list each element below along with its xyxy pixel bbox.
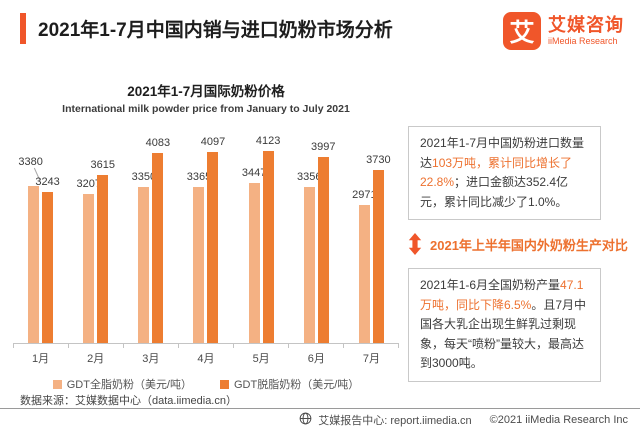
callout-text: 2021年上半年国内外奶粉生产对比 (430, 237, 628, 253)
bar-value-label: 3615 (90, 158, 115, 171)
axis-tick (343, 344, 344, 348)
text-segment: 2021年1-6月全国奶粉产量 (420, 278, 561, 293)
bar-group-1月: 3380 3243 (13, 156, 68, 343)
bar-whole-milk-2月: 3207 (76, 178, 101, 343)
bar-group-6月: 3356 3997 (289, 141, 344, 343)
globe-icon (299, 412, 312, 427)
axis-tick (398, 344, 399, 348)
bar-value-label: 4123 (255, 135, 281, 148)
bar-skim-milk-7月: 3730 (366, 154, 391, 343)
footer-right: 艾媒报告中心: report.iimedia.cn ©2021 iiMedia … (299, 412, 628, 427)
axis-ticks (13, 344, 399, 348)
bar-value-label: 3447 (241, 166, 267, 179)
bar-group-3月: 3350 4083 (123, 137, 178, 343)
bar-value-label: 2971 (352, 188, 377, 201)
bar-skim-milk-5月: 4123 (256, 135, 280, 343)
bar-whole-milk-1月: 3380 (18, 156, 43, 343)
logo-text: 艾媒咨询 iiMedia Research (548, 15, 624, 46)
text-segment: 103万吨，累计同比增长了22.8% (420, 155, 573, 190)
text-segment: 47.1万吨，同比下降6.5% (420, 278, 584, 312)
title-accent-bar (20, 13, 26, 44)
bar-value-label: 3380 (18, 155, 43, 168)
x-axis-label-6月: 6月 (307, 353, 325, 365)
x-axis-label-7月: 7月 (362, 353, 380, 365)
chart-title: 2021年1-7月国际奶粉价格 (127, 84, 285, 99)
legend-label: GDT脱脂奶粉（美元/吨） (234, 379, 360, 391)
x-axis-label-5月: 5月 (252, 353, 270, 365)
iimedia-logo: 艾 艾媒咨询 iiMedia Research (503, 12, 624, 50)
x-axis-label-3月: 3月 (142, 353, 160, 365)
text-segment: ；进口金额达352.4亿元，累计同比减少了1.0%。 (420, 175, 569, 209)
axis-tick (178, 344, 179, 348)
bar-skim-milk-3月: 4083 (146, 137, 170, 343)
text-segment: 2021年1-7月中国奶粉进口数量达 (420, 136, 585, 170)
x-axis-label-1月: 1月 (32, 353, 50, 365)
chart-subtitle: International milk powder price from Jan… (62, 103, 350, 115)
bar-whole-milk-6月: 3356 (297, 171, 322, 343)
comparison-callout: 2021年上半年国内外奶粉生产对比 (408, 233, 628, 256)
footer-divider (0, 408, 640, 409)
bar-value-label: 3365 (186, 170, 212, 183)
bar-whole-milk-3月: 3350 (132, 171, 156, 343)
plot-area: 3380 3243 3207 3615 3350 4083 3365 4097 3447 4123… (13, 135, 399, 344)
axis-tick (13, 344, 14, 348)
logo-name-en: iiMedia Research (548, 35, 618, 46)
bar-group-5月: 3447 4123 (234, 135, 289, 343)
bar-value-label: 3207 (76, 177, 101, 190)
bar-skim-milk-2月: 3615 (90, 159, 115, 343)
bar-value-label: 3350 (131, 171, 157, 184)
legend-item-skim-milk: GDT脱脂奶粉（美元/吨） (220, 376, 359, 392)
legend-label: GDT全脂奶粉（美元/吨） (66, 379, 192, 391)
price-chart: 2021年1-7月国际奶粉价格 International milk powde… (13, 84, 399, 392)
bar-whole-milk-5月: 3447 (242, 167, 266, 343)
bar-group-4月: 3365 4097 (178, 136, 233, 343)
page-title: 2021年1-7月中国内销与进口奶粉市场分析 (38, 20, 393, 41)
axis-tick (123, 344, 124, 348)
x-axis-labels: 1月 2月 3月 4月 5月 6月 7月 (13, 350, 399, 366)
bar-whole-milk-4月: 3365 (187, 171, 211, 343)
bar-skim-milk-4月: 4097 (201, 136, 225, 343)
logo-mark-icon: 艾 (503, 12, 541, 50)
bar-value-label: 3997 (311, 141, 336, 154)
axis-tick (233, 344, 234, 348)
bar-value-label: 4083 (145, 137, 171, 150)
bar-value-label: 3243 (35, 176, 60, 189)
insights-column: 2021年1-7月中国奶粉进口数量达103万吨，累计同比增长了22.8%；进口金… (408, 126, 628, 382)
data-source: 数据来源：艾媒数据中心（data.iimedia.cn） (20, 395, 237, 407)
up-down-arrow-icon (408, 233, 422, 256)
bar-value-label: 4097 (200, 136, 226, 149)
legend-swatch-icon (52, 379, 62, 389)
logo-name-cn: 艾媒咨询 (548, 15, 624, 36)
bar-value-label: 3356 (297, 170, 322, 183)
bar-value-label: 3730 (366, 153, 391, 166)
bar-whole-milk-7月: 2971 (352, 189, 377, 343)
legend-item-whole-milk: GDT全脂奶粉（美元/吨） (52, 376, 192, 392)
x-axis-label-4月: 4月 (197, 353, 215, 365)
x-axis-label-2月: 2月 (87, 353, 105, 365)
text-segment: 。且7月中国各大乳企出现生鲜乳过剩现象，每天“喷粉”量较大，最高达到3000吨。 (420, 297, 587, 371)
bar-group-7月: 2971 3730 (344, 154, 399, 343)
page-header: 2021年1-7月中国内销与进口奶粉市场分析 (20, 13, 393, 44)
legend-swatch-icon (220, 379, 229, 389)
bar-skim-milk-6月: 3997 (311, 141, 336, 343)
axis-tick (288, 344, 289, 348)
copyright-text: ©2021 iiMedia Research Inc (489, 414, 628, 426)
insight-box-production: 2021年1-6月全国奶粉产量47.1万吨，同比下降6.5%。且7月中国各大乳企… (408, 268, 601, 382)
bar-skim-milk-1月: 3243 (35, 176, 60, 343)
insight-box-imports: 2021年1-7月中国奶粉进口数量达103万吨，累计同比增长了22.8%；进口金… (408, 126, 601, 221)
report-center-text: 艾媒报告中心: report.iimedia.cn (318, 415, 472, 427)
legend: GDT全脂奶粉（美元/吨） GDT脱脂奶粉（美元/吨） (13, 376, 399, 392)
bar-group-2月: 3207 3615 (68, 159, 123, 343)
axis-tick (68, 344, 69, 348)
